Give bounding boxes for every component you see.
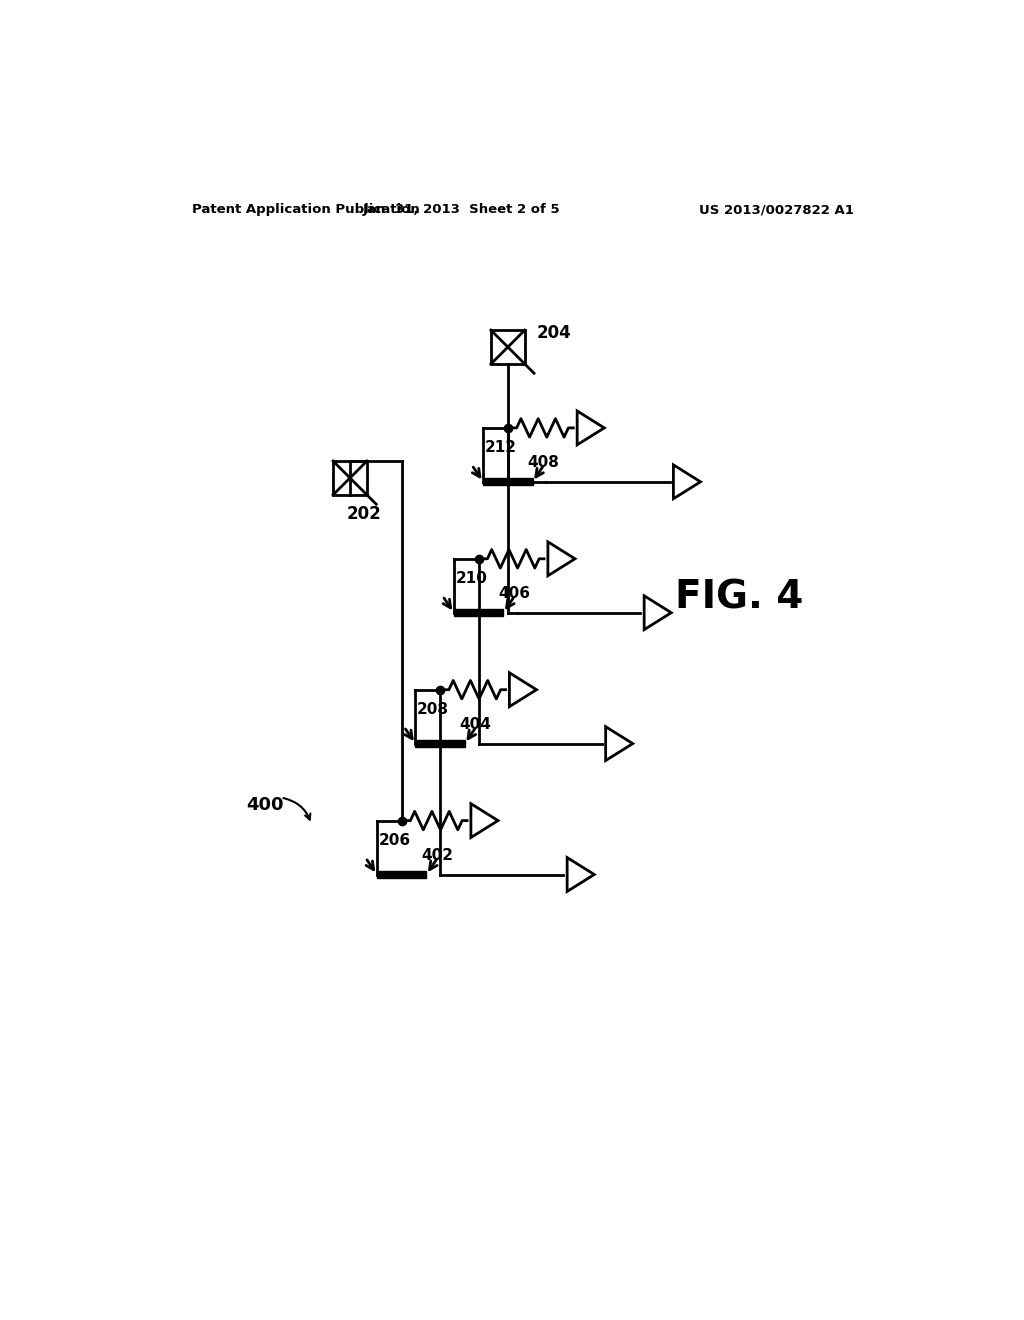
Text: 408: 408: [527, 455, 559, 470]
Text: Jan. 31, 2013  Sheet 2 of 5: Jan. 31, 2013 Sheet 2 of 5: [362, 203, 560, 216]
Text: 406: 406: [498, 586, 529, 601]
Text: 402: 402: [421, 847, 453, 862]
Bar: [490, 330, 525, 364]
Text: 210: 210: [456, 570, 487, 586]
Text: FIG. 4: FIG. 4: [675, 578, 803, 616]
Text: Patent Application Publication: Patent Application Publication: [193, 203, 420, 216]
Bar: [483, 478, 532, 486]
Text: 404: 404: [460, 717, 492, 731]
Text: 206: 206: [379, 833, 411, 847]
Text: 204: 204: [537, 323, 571, 342]
Text: 202: 202: [346, 506, 381, 523]
Bar: [377, 871, 426, 878]
Text: 208: 208: [417, 702, 449, 717]
Bar: [416, 741, 465, 747]
Bar: [454, 610, 503, 616]
Text: 212: 212: [484, 440, 517, 455]
Text: 400: 400: [247, 796, 284, 814]
Text: US 2013/0027822 A1: US 2013/0027822 A1: [699, 203, 854, 216]
Bar: [333, 461, 367, 495]
